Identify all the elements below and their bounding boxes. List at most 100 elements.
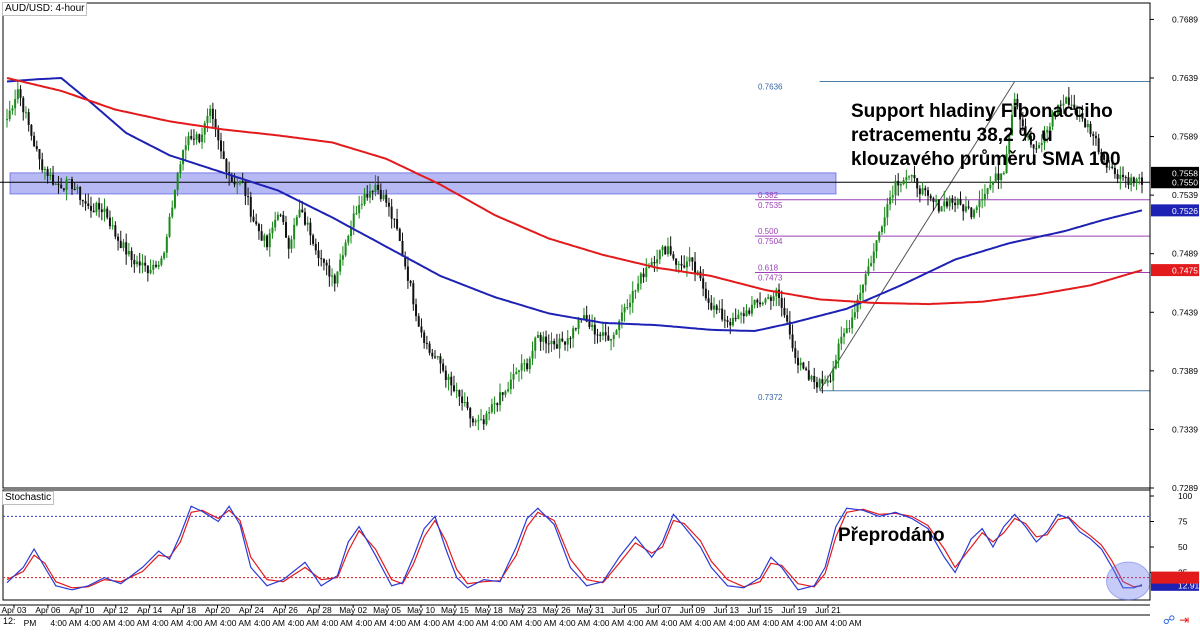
candle-body <box>377 184 380 190</box>
candle-body <box>702 278 705 289</box>
candle-body <box>994 173 997 182</box>
candle-body <box>230 175 233 182</box>
candle-body <box>769 297 772 301</box>
candle-body <box>157 264 160 267</box>
candle-body <box>154 264 157 267</box>
time-tick-label: 4:00 AM <box>830 618 861 628</box>
candle-body <box>57 183 60 185</box>
chart-toolbar[interactable]: ☍ ⇥ <box>1163 614 1193 626</box>
candle-body <box>526 363 529 370</box>
candle-body <box>458 390 461 397</box>
candle-body <box>1000 173 1003 181</box>
candle-body <box>379 189 382 200</box>
candle-body <box>211 108 214 119</box>
price-badge <box>1151 166 1199 179</box>
candle-body <box>358 204 361 214</box>
candle-body <box>658 250 661 260</box>
candle-body <box>282 215 285 223</box>
candle-body <box>303 212 306 225</box>
candle-body <box>634 290 637 292</box>
candle-body <box>38 149 41 160</box>
date-tick-label: Apr 24 <box>239 605 264 615</box>
candle-body <box>471 418 474 423</box>
candle-body <box>956 198 959 206</box>
date-tick-label: Apr 03 <box>1 605 26 615</box>
candle-body <box>650 262 653 267</box>
candle-body <box>366 194 369 198</box>
time-tick-label: 4:00 AM <box>118 618 149 628</box>
candle-body <box>796 357 799 366</box>
candle-body <box>263 235 266 241</box>
candle-body <box>387 202 390 207</box>
candle-body <box>325 262 328 266</box>
candle-body <box>1092 134 1095 136</box>
candle-body <box>786 315 789 322</box>
date-tick-label: May 02 <box>339 605 367 615</box>
candle-body <box>569 338 572 340</box>
candle-body <box>482 419 485 425</box>
candle-body <box>989 184 992 189</box>
candle-body <box>759 302 762 305</box>
candle-body <box>927 190 930 196</box>
candle-body <box>807 370 810 380</box>
candle-body <box>1081 114 1084 119</box>
candle-body <box>553 340 556 345</box>
price-tick-label: 0.7289 <box>1172 483 1198 493</box>
candle-body <box>861 284 864 293</box>
candle-body <box>642 273 645 278</box>
candle-body <box>593 324 596 335</box>
sma-line <box>6 77 1143 306</box>
candle-body <box>756 299 759 303</box>
price-tick-label: 0.7439 <box>1172 307 1198 317</box>
candle-body <box>1078 114 1081 117</box>
candle-body <box>95 202 98 213</box>
candle-body <box>306 222 309 225</box>
candle-body <box>214 118 217 130</box>
date-tick-label: Jun 07 <box>646 605 672 615</box>
candle-body <box>87 203 90 206</box>
candle-body <box>818 379 821 388</box>
candle-body <box>474 420 477 423</box>
candle-body <box>122 242 125 249</box>
candle-body <box>163 252 166 259</box>
candle-body <box>867 266 870 275</box>
candle-body <box>810 375 813 380</box>
candle-body <box>802 362 805 369</box>
candle-body <box>152 264 155 270</box>
time-tick-label: 4:00 AM <box>627 618 658 628</box>
candle-body <box>815 382 818 388</box>
candle-body <box>935 199 938 202</box>
candle-body <box>423 332 426 343</box>
candle-body <box>834 359 837 369</box>
time-tick-label: 4:00 AM <box>254 618 285 628</box>
candle-body <box>195 134 198 140</box>
candle-body <box>436 356 439 358</box>
price-tick-label: 0.7689 <box>1172 14 1198 24</box>
candle-body <box>721 308 724 320</box>
candle-body <box>455 390 458 392</box>
stochastic-k-line <box>6 505 1143 591</box>
candle-body <box>344 242 347 256</box>
candle-body <box>298 209 301 218</box>
candle-body <box>729 321 732 326</box>
candle-body <box>206 115 209 123</box>
date-tick-label: May 18 <box>475 605 503 615</box>
candle-body <box>301 209 304 213</box>
candle-body <box>425 342 428 344</box>
candle-body <box>1048 126 1051 130</box>
time-tick-label: 4:00 AM <box>322 618 353 628</box>
candle-body <box>1111 166 1114 168</box>
link-icon[interactable]: ☍ <box>1163 613 1176 627</box>
scroll-to-end-icon[interactable]: ⇥ <box>1179 613 1190 627</box>
candle-body <box>1065 97 1068 104</box>
candle-body <box>986 188 989 194</box>
candle-body <box>89 205 92 211</box>
candle-body <box>360 204 363 206</box>
price-tick-label: 0.7589 <box>1172 132 1198 142</box>
candle-body <box>577 318 580 329</box>
candle-body <box>295 217 298 225</box>
candle-body <box>1021 119 1024 127</box>
candle-body <box>897 180 900 186</box>
date-tick-label: Jun 19 <box>781 605 807 615</box>
candle-body <box>783 307 786 316</box>
